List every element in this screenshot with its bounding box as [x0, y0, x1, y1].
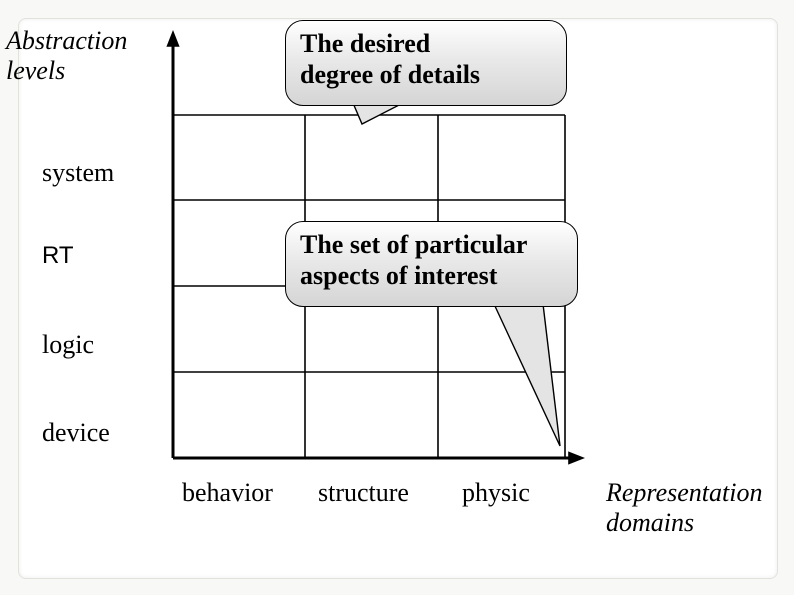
- x-tick-behavior: behavior: [182, 478, 273, 508]
- x-axis-title: Representation domains: [606, 478, 762, 538]
- callout-desired-text: The desired degree of details: [300, 29, 552, 90]
- callout-aspects: The set of particular aspects of interes…: [285, 221, 578, 307]
- y-tick-device: device: [42, 418, 110, 448]
- callout-desired: The desired degree of details: [285, 20, 567, 106]
- y-tick-rt: RT: [42, 242, 74, 270]
- y-axis-title: Abstraction levels: [6, 26, 127, 86]
- y-tick-system: system: [42, 158, 114, 188]
- callout-aspects-text: The set of particular aspects of interes…: [300, 230, 563, 291]
- x-tick-structure: structure: [318, 478, 409, 508]
- x-tick-physic: physic: [462, 478, 530, 508]
- y-tick-logic: logic: [42, 330, 94, 360]
